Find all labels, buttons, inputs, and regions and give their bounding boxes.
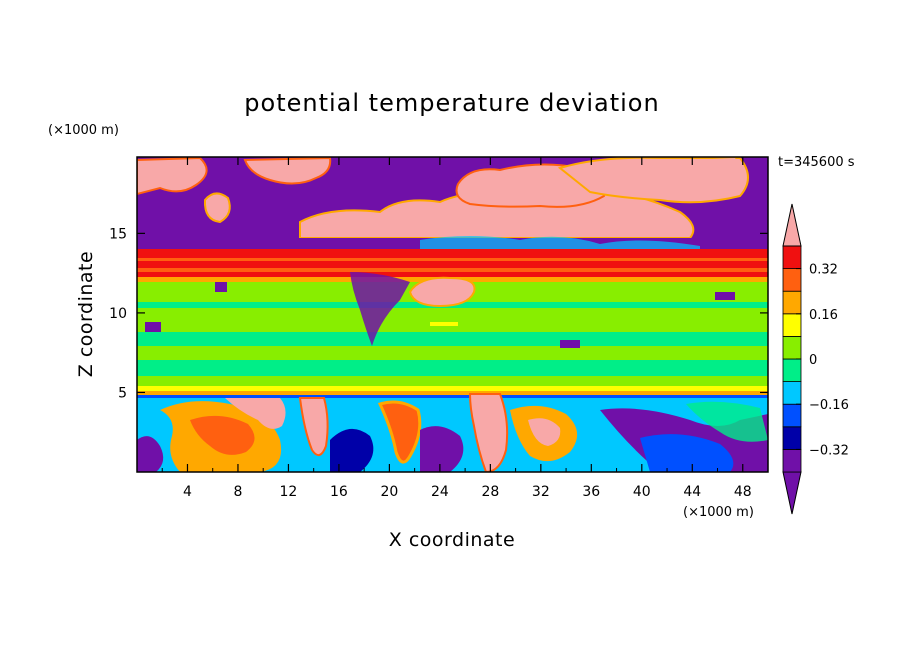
contour-field — [137, 157, 768, 472]
surface-layer-mid — [137, 391, 768, 395]
colorbar-band — [782, 448, 802, 473]
y-tick-label: 15 — [109, 226, 127, 242]
x-tick-label: 28 — [481, 484, 499, 500]
upper-pink-cloud-small — [203, 192, 231, 224]
lower-pink-plume-1 — [225, 398, 286, 429]
mid-purple-plume — [350, 272, 410, 346]
x-tick-label: 44 — [683, 484, 701, 500]
lower-orange-tongue — [377, 400, 422, 464]
y-axis-label: Z coordinate — [75, 251, 97, 377]
lower-green-right — [686, 401, 768, 442]
colorbar: 0.32 0.16 0 −0.16 −0.32 — [782, 203, 849, 515]
lower-purple-mid — [420, 426, 464, 472]
colorbar-tick-label: −0.32 — [809, 443, 849, 458]
y-tick-label: 5 — [118, 385, 127, 401]
colorbar-lower-extension — [782, 471, 802, 515]
chart-title: potential temperature deviation — [244, 89, 659, 117]
x-tick-label: 12 — [280, 484, 298, 500]
surface-layer-top — [137, 386, 768, 391]
mid-pink-cloud — [408, 276, 476, 308]
upper-pink-cloud-left — [137, 157, 208, 196]
lower-pink-plume-2 — [298, 397, 329, 457]
x-unit-label: (×1000 m) — [683, 505, 754, 520]
upper-pink-cloud-ne — [690, 158, 738, 174]
lower-red-swirl-left — [190, 415, 255, 455]
x-tick-label: 4 — [183, 484, 192, 500]
colorbar-band — [782, 335, 802, 360]
colorbar-band — [782, 381, 802, 405]
colorbar-tick-label: 0 — [809, 353, 817, 368]
x-tick-label: 8 — [233, 484, 242, 500]
colorbar-band — [782, 268, 802, 292]
colorbar-tick-label: 0.32 — [809, 263, 838, 278]
x-tick-label: 32 — [532, 484, 550, 500]
teal-stripe-3 — [137, 360, 768, 376]
colorbar-band — [782, 290, 802, 315]
lower-dark-blue-1 — [330, 428, 374, 472]
colorbar-band — [782, 313, 802, 337]
lower-blue-right — [640, 434, 734, 472]
teal-stripe-2 — [137, 332, 768, 346]
x-tick-label: 16 — [330, 484, 348, 500]
colorbar-band — [782, 426, 802, 450]
colorbar-upper-extension — [782, 203, 802, 247]
x-axis-label: X coordinate — [389, 529, 515, 551]
colorbar-tick-label: 0.16 — [809, 308, 838, 323]
time-label: t=345600 s — [778, 155, 855, 170]
colorbar-tick-label: −0.16 — [809, 398, 849, 413]
colorbar-band — [782, 403, 802, 428]
y-tick-label: 10 — [109, 306, 127, 322]
x-tick-label: 24 — [431, 484, 449, 500]
orange-stripe-2 — [137, 268, 768, 272]
lower-red-swirl-right — [528, 418, 561, 446]
yellow-streak — [430, 322, 458, 326]
x-axis-ticks: 4 8 12 16 20 24 28 32 36 40 44 48 — [161, 157, 752, 500]
orange-stripe-1 — [137, 258, 768, 261]
upper-pink-cloud-mid — [243, 157, 332, 185]
x-tick-label: 36 — [582, 484, 600, 500]
colorbar-band — [782, 245, 802, 270]
x-tick-label: 20 — [380, 484, 398, 500]
x-tick-label: 48 — [734, 484, 752, 500]
lower-purple-left — [137, 436, 164, 472]
red-layer — [137, 249, 768, 277]
surface-layer-bottom — [137, 395, 768, 398]
plot-frame — [136, 156, 769, 473]
y-unit-label: (×1000 m) — [48, 123, 119, 138]
x-tick-label: 40 — [633, 484, 651, 500]
colorbar-band — [782, 358, 802, 383]
y-axis-ticks: 5 10 15 — [109, 226, 768, 401]
